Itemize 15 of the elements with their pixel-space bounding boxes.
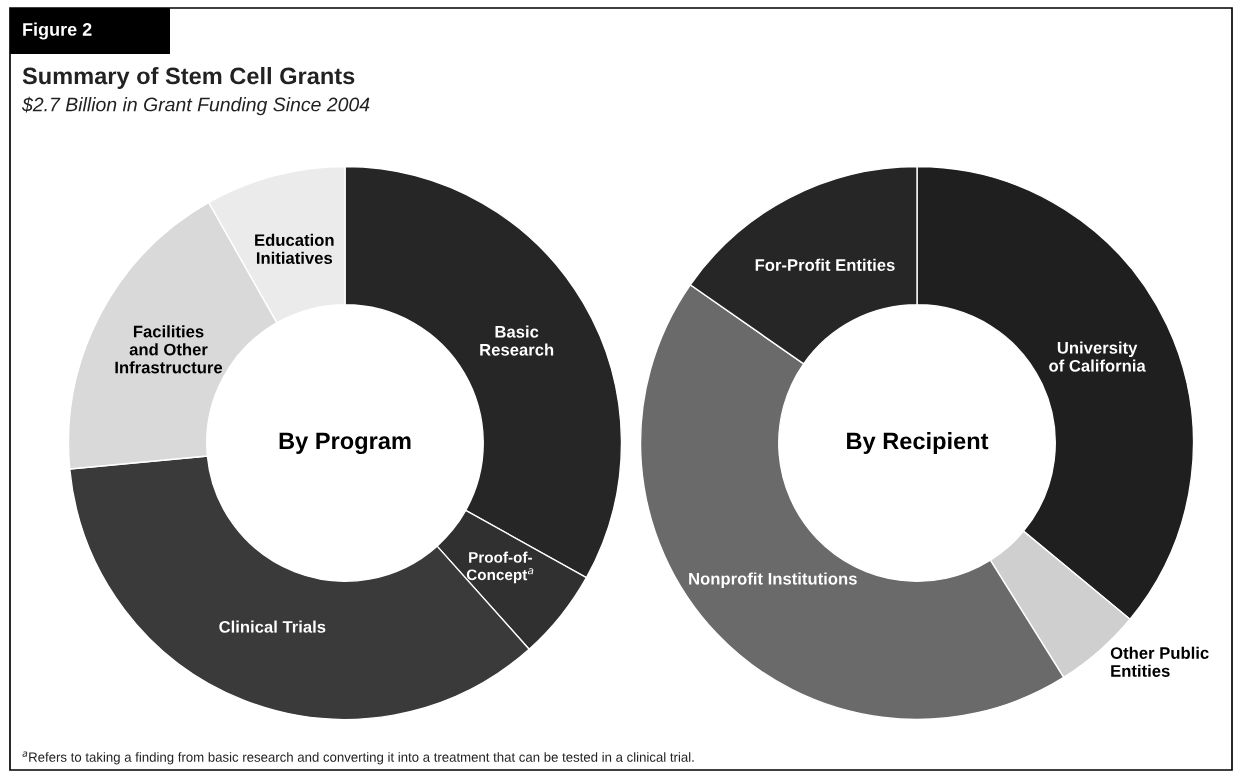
text: $^{a}$Refers to taking a finding from basic research and converting it into a treatment that can be tested in a clinical trial. [22, 751, 694, 765]
slice-label: Facilities and Other Infrastructure [115, 325, 223, 374]
slice-label: Proof-of- Concept$^{a}$ [466, 551, 534, 584]
caption: Figure 2 [23, 22, 92, 40]
slice-label: Clinical Trials [219, 620, 326, 633]
slice-label: Education Initiatives [255, 233, 334, 264]
slice-label: Basic Research [480, 325, 554, 356]
slice-label: For-Profit Entities [755, 258, 895, 271]
text: $2.7 Billion in Grant Funding Since 2004 [21, 96, 370, 116]
slice-label: Nonprofit Institutions [689, 572, 857, 588]
slice-label: University of California [1049, 341, 1146, 372]
text: Summary of Stem Cell Grants [22, 67, 355, 90]
text: By Program [279, 432, 411, 454]
slice-label: Other Public Entities [1110, 646, 1209, 677]
text: By Recipient [847, 431, 989, 454]
